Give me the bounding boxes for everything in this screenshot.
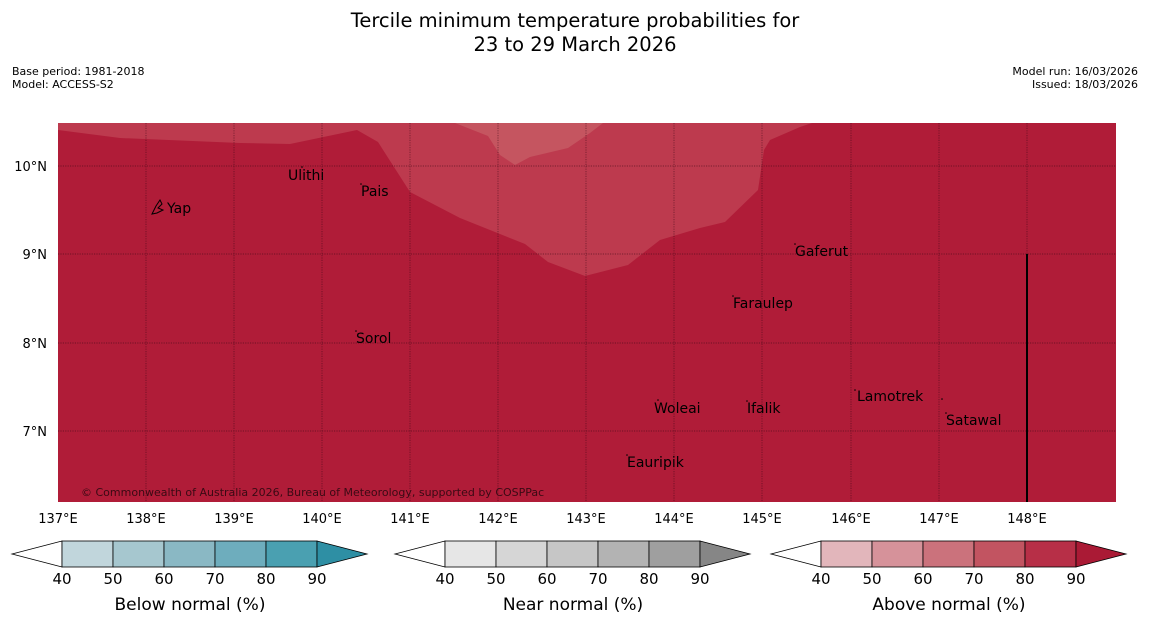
colorbar-extend-high [316, 540, 369, 568]
colorbar-segment [546, 540, 599, 568]
lon-label: 137°E [38, 512, 78, 527]
lon-label: 146°E [831, 512, 871, 527]
lon-axis: 137°E 138°E 139°E 140°E 141°E 142°E 143°… [38, 512, 1047, 527]
colorbar-tick-label: 60 [537, 570, 556, 588]
lat-label: 8°N [23, 337, 48, 352]
colorbar-segment [163, 540, 216, 568]
lon-label: 141°E [390, 512, 430, 527]
colorbar-tick-label: 90 [307, 570, 326, 588]
colorbar-tick-label: 80 [256, 570, 275, 588]
colorbar-segment [648, 540, 701, 568]
colorbar-below: 40 50 60 70 80 90 [10, 540, 369, 588]
colorbar-tick-label: 80 [639, 570, 658, 588]
colorbar-segment [1024, 540, 1077, 568]
colorbar-extend-high [699, 540, 752, 568]
colorbar-segment [61, 540, 114, 568]
meta-right: Model run: 16/03/2026 Issued: 18/03/2026 [1012, 65, 1138, 91]
colorbar-extend-low [769, 540, 822, 568]
lon-label: 148°E [1007, 512, 1047, 527]
base-period: Base period: 1981-2018 [12, 65, 145, 78]
colorbar-extend-low [10, 540, 63, 568]
lat-label: 10°N [14, 160, 47, 175]
lon-label: 139°E [214, 512, 254, 527]
colorbar-title-above: Above normal (%) [872, 595, 1025, 615]
colorbar-tick-label: 40 [811, 570, 830, 588]
colorbar-segment [265, 540, 318, 568]
place-ulithi: Ulithi [288, 168, 324, 184]
lon-label: 140°E [302, 512, 342, 527]
copyright-text: © Commonwealth of Australia 2026, Bureau… [81, 486, 544, 499]
meta-left: Base period: 1981-2018 Model: ACCESS-S2 [12, 65, 144, 91]
colorbar-tick-label: 50 [862, 570, 881, 588]
place-satawal: Satawal [946, 413, 1001, 429]
colorbar-segment [973, 540, 1026, 568]
place-ifalik: Ifalik [747, 401, 781, 417]
colorbar-tick-label: 70 [588, 570, 607, 588]
model-name: Model: ACCESS-S2 [12, 78, 114, 91]
colorbar-segment [820, 540, 873, 568]
colorbar-above: 40 50 60 70 80 90 [769, 540, 1128, 588]
place-eauripik: Eauripik [627, 455, 685, 471]
place-woleai: Woleai [654, 401, 701, 417]
colorbar-tick-label: 70 [205, 570, 224, 588]
colorbar-segment [597, 540, 650, 568]
contour-70-80 [455, 123, 603, 165]
place-yap: Yap [166, 201, 191, 217]
colorbar-tick-label: 40 [52, 570, 71, 588]
lon-label: 144°E [654, 512, 694, 527]
issued-date: Issued: 18/03/2026 [1031, 78, 1138, 91]
colorbar-segment [871, 540, 924, 568]
lon-label: 138°E [126, 512, 166, 527]
colorbar-extend-high [1075, 540, 1128, 568]
colorbar-segment [214, 540, 267, 568]
colorbar-tick-label: 70 [964, 570, 983, 588]
colorbar-tick-label: 90 [1066, 570, 1085, 588]
place-sorol: Sorol [356, 331, 391, 347]
lat-label: 9°N [23, 248, 48, 263]
lon-label: 142°E [478, 512, 518, 527]
colorbar-segment [922, 540, 975, 568]
gridlines [58, 123, 1116, 502]
chart-title: Tercile minimum temperature probabilitie… [0, 9, 1150, 57]
colorbar-tick-label: 40 [435, 570, 454, 588]
colorbar-tick-label: 50 [486, 570, 505, 588]
place-pais: Pais [361, 184, 389, 200]
lon-label: 145°E [742, 512, 782, 527]
lat-label: 7°N [23, 425, 48, 440]
model-run: Model run: 16/03/2026 [1012, 65, 1138, 78]
yap-island [151, 199, 165, 215]
colorbar-tick-label: 60 [154, 570, 173, 588]
place-gaferut: Gaferut [795, 244, 849, 260]
colorbar-extend-low [393, 540, 446, 568]
colorbar-near: 40 50 60 70 80 90 [393, 540, 752, 588]
place-labels: Yap Ulithi Pais Gaferut Faraulep Sorol L… [166, 168, 1001, 471]
colorbar-segment [112, 540, 165, 568]
place-faraulep: Faraulep [733, 296, 793, 312]
contour-80-90 [58, 123, 812, 276]
colorbar-tick-label: 60 [913, 570, 932, 588]
title-line-2: 23 to 29 March 2026 [473, 33, 677, 56]
colorbar-segment [444, 540, 497, 568]
lon-label: 147°E [919, 512, 959, 527]
atoll-dots [301, 166, 947, 456]
colorbar-tick-label: 90 [690, 570, 709, 588]
lon-label: 143°E [566, 512, 606, 527]
colorbar-tick-label: 50 [103, 570, 122, 588]
colorbar-segment [495, 540, 548, 568]
colorbar-title-below: Below normal (%) [115, 595, 266, 615]
colorbar-tick-label: 80 [1015, 570, 1034, 588]
title-line-1: Tercile minimum temperature probabilitie… [350, 9, 800, 32]
colorbar-title-near: Near normal (%) [503, 595, 643, 615]
place-lamotrek: Lamotrek [857, 389, 924, 405]
lat-axis: 10°N 9°N 8°N 7°N [14, 160, 47, 440]
